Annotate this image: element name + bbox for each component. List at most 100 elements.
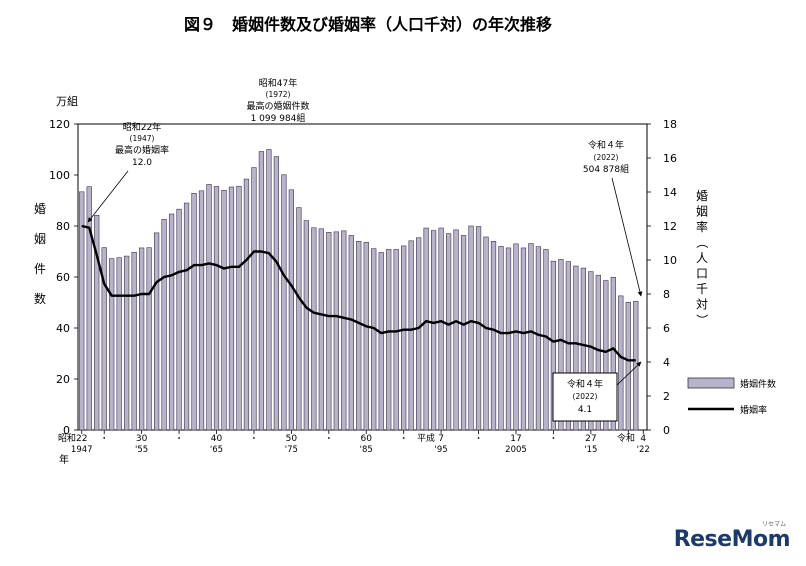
annotation-peak-count-paren: (1972) (266, 90, 291, 99)
x-axis-ticks: 22 30 40 50 60 7 17 27 4 1947 '55 '65 '75 '85 '95 2005 '… (71, 430, 650, 455)
bar-1976 (296, 207, 302, 431)
bar-1967 (228, 186, 235, 431)
x-tick-greg-2015: '15 (584, 445, 597, 455)
bar-1971 (258, 151, 265, 431)
bar-1959 (168, 213, 175, 431)
bar-1995 (438, 227, 444, 431)
right-axis-label-char: 率 (696, 219, 708, 234)
bar-2016 (595, 274, 601, 431)
x-era-showa: 昭和 (58, 433, 76, 444)
left-tick-label-60: 60 (56, 271, 70, 284)
annotation-peak-count: 昭和47年 (1972) 最高の婚姻件数 1 099 984組 (246, 77, 309, 124)
bar-1977 (303, 220, 309, 431)
x-tick-dot-1990 (402, 437, 405, 439)
x-tick-era-1985: 60 (361, 434, 373, 444)
right-axis-label: 婚姻率 （ 人口千対 ） (695, 189, 709, 326)
x-tick-greg-1995: '95 (435, 445, 448, 455)
left-axis-label-char: 姻 (34, 231, 46, 246)
bar-1969 (243, 178, 250, 431)
bar-2009 (543, 249, 549, 431)
bar-1998 (460, 235, 467, 431)
x-tick-greg-2005: 2005 (505, 445, 527, 455)
left-tick-label-0: 0 (63, 424, 70, 437)
x-tick-era-1965: 40 (211, 434, 223, 444)
annotation-last-rate-era: 令和４年 (567, 378, 603, 390)
x-tick-dot-1960 (178, 437, 180, 439)
x-tick-dot-2010 (552, 437, 555, 439)
left-tick-label-100: 100 (49, 169, 70, 182)
bar-1979 (318, 228, 324, 431)
x-tick-greg-1947: 1947 (71, 445, 93, 455)
right-tick-label-4: 4 (663, 356, 670, 369)
annotation-peak-count-desc: 最高の婚姻件数 (246, 100, 309, 112)
left-axis-unit: 万組 (56, 95, 78, 108)
resemom-logo-tag: リセマム (761, 521, 786, 528)
bar-2003 (498, 246, 504, 431)
right-axis-label-char: 婚 (696, 189, 708, 203)
bar-1949 (94, 214, 100, 431)
annotation-last-count: 令和４年 (2022) 504 878組 (583, 139, 629, 175)
x-era-heisei: 平成 (417, 432, 435, 444)
bar-2001 (483, 236, 489, 431)
bar-2013 (573, 265, 579, 431)
right-axis-label-char: （ (695, 236, 709, 248)
annotation-peak-rate: 昭和22年 (1947) 最高の婚姻率 12.0 (115, 121, 169, 168)
annotation-last-rate-value: 4.1 (578, 405, 592, 415)
legend-swatch-count (687, 377, 735, 389)
bar-1990 (401, 245, 407, 431)
bar-1958 (161, 219, 167, 431)
bar-2000 (475, 226, 482, 431)
left-tick-label-120: 120 (49, 118, 70, 131)
bar-1991 (408, 240, 414, 431)
bar-1953 (124, 255, 130, 431)
x-tick-era-2022: 4 (640, 434, 646, 444)
resemom-logo-text: ReseMom (673, 527, 791, 552)
annotation-peak-rate-paren: (1947) (130, 134, 155, 143)
annotation-peak-rate-era: 昭和22年 (123, 121, 161, 133)
x-tick-greg-1985: '85 (360, 445, 373, 455)
x-tick-greg-1955: '55 (135, 445, 148, 455)
right-tick-label-0: 0 (663, 424, 670, 437)
right-axis-label-char: 千 (696, 282, 708, 296)
left-tick-label-80: 80 (56, 220, 70, 233)
bar-series (79, 149, 639, 431)
bar-1993 (423, 227, 429, 431)
left-axis-label: 婚姻件数 (34, 202, 46, 306)
bar-1984 (356, 241, 362, 431)
x-tick-dot-1970 (253, 437, 255, 439)
bar-1960 (176, 208, 182, 431)
bar-1954 (131, 251, 137, 431)
x-tick-era-1995: 7 (438, 434, 444, 444)
x-era-nen: 年 (59, 453, 69, 466)
bar-1987 (378, 252, 384, 431)
bar-1955 (139, 247, 145, 431)
bar-1992 (416, 237, 422, 431)
bar-1973 (273, 156, 280, 431)
annotation-peak-count-value: 1 099 984組 (251, 112, 306, 124)
bar-1988 (386, 249, 392, 431)
annotation-peak-rate-value: 12.0 (132, 158, 152, 168)
bar-1962 (191, 193, 197, 431)
bar-2005 (513, 243, 519, 431)
right-tick-label-8: 8 (663, 288, 670, 301)
x-era-reiwa: 令和 (617, 432, 635, 444)
bar-2017 (603, 280, 609, 431)
left-tick-label-40: 40 (56, 322, 70, 335)
bar-2018 (610, 276, 616, 431)
bar-1980 (326, 232, 332, 431)
left-axis-label-char: 婚 (34, 202, 46, 216)
x-tick-era-2015: 27 (585, 434, 596, 444)
annotation-last-rate-arrow (616, 361, 642, 386)
right-axis-label-char: 人 (696, 251, 708, 265)
x-tick-greg-1965: '65 (210, 445, 223, 455)
legend-label-count: 婚姻件数 (740, 378, 776, 390)
right-axis-label-char: ） (695, 314, 709, 326)
bar-2007 (528, 243, 534, 431)
bar-1961 (183, 202, 190, 431)
right-axis-label-char: 対 (696, 298, 708, 312)
bar-1983 (348, 235, 354, 431)
annotation-last-count-arrow (611, 177, 643, 297)
annotation-peak-rate-desc: 最高の婚姻率 (115, 144, 169, 156)
chart-title: 図９ 婚姻件数及び婚姻率（人口千対）の年次推移 (184, 15, 552, 34)
bar-2004 (505, 247, 512, 431)
